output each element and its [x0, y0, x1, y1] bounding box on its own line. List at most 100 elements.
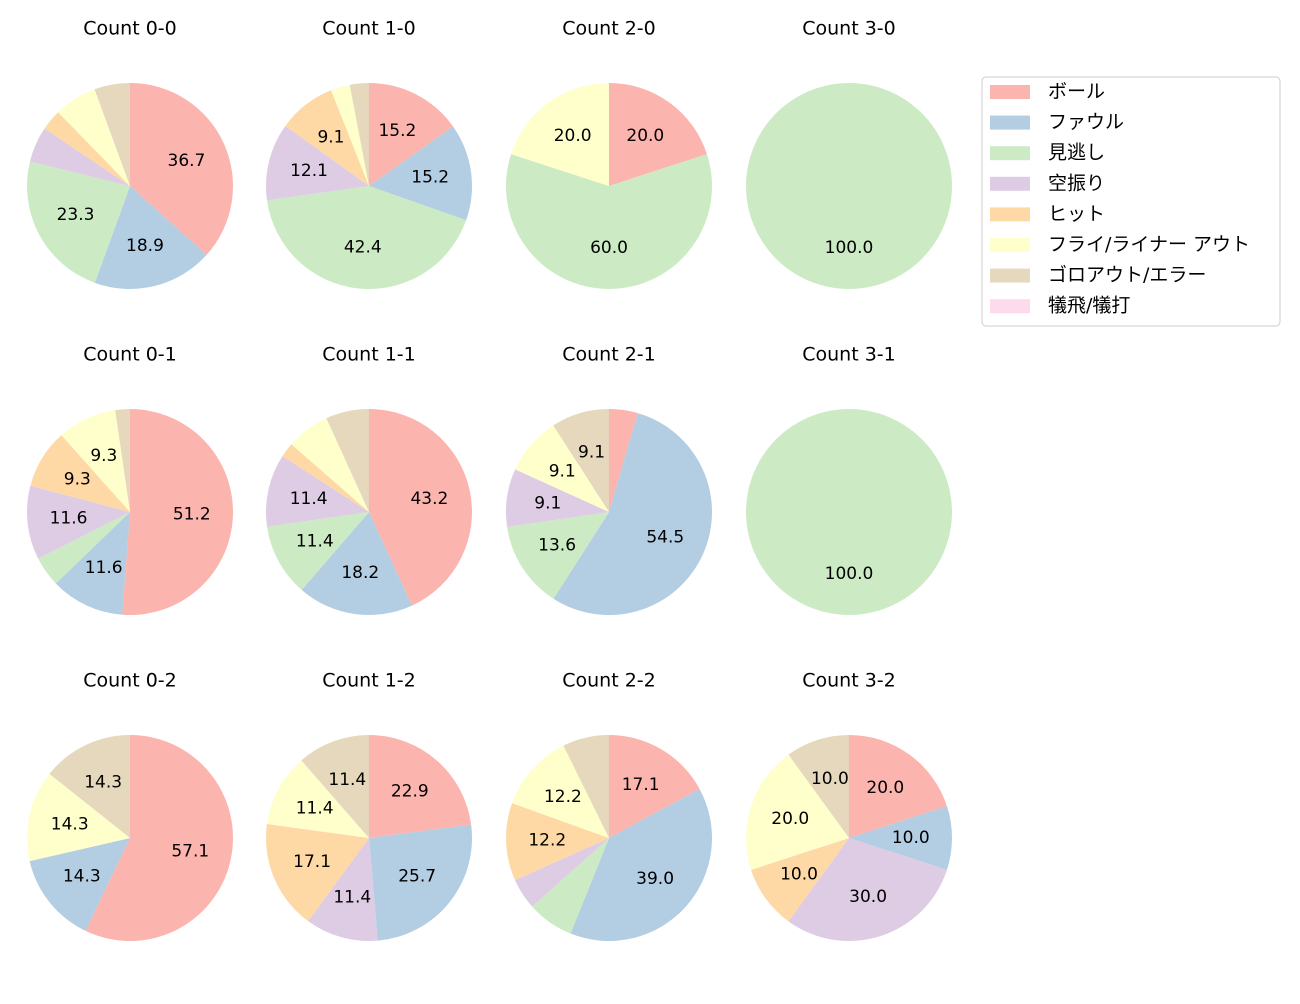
pie-slice — [308, 838, 378, 942]
pie-slice — [514, 838, 609, 907]
legend-swatch — [990, 85, 1030, 99]
pie-slice — [505, 469, 609, 528]
pie-slice — [369, 83, 454, 186]
pie-slice — [85, 735, 233, 942]
slice-label: 20.0 — [866, 778, 904, 798]
slice-label: 100.0 — [825, 564, 874, 584]
pie-title: Count 1-1 — [322, 344, 416, 366]
slice-label: 23.3 — [57, 205, 95, 225]
slice-label: 12.2 — [528, 830, 566, 850]
legend-label: 犠飛/犠打 — [1048, 295, 1130, 317]
slice-label: 9.3 — [90, 446, 117, 466]
pie-slice — [44, 112, 130, 186]
legend-box — [981, 76, 1281, 327]
pie-title: Count 1-0 — [322, 18, 416, 40]
pie-slice — [301, 735, 369, 838]
slice-label: 11.6 — [50, 509, 88, 529]
slice-label: 18.2 — [341, 563, 379, 583]
slice-label: 39.0 — [636, 869, 674, 889]
pie-title: Count 2-1 — [562, 344, 656, 366]
slice-label: 13.6 — [538, 536, 576, 556]
slice-label: 12.2 — [544, 787, 582, 807]
slice-label: 10.0 — [780, 864, 818, 884]
slice-label: 36.7 — [168, 151, 206, 171]
slice-label: 14.3 — [51, 814, 89, 834]
pie-slice — [532, 838, 609, 934]
slice-label: 11.4 — [296, 799, 334, 819]
pie-slice — [267, 512, 369, 590]
legend-label: ゴロアウト/エラー — [1048, 264, 1206, 286]
slice-label: 100.0 — [825, 238, 874, 258]
legend-label: 空振り — [1048, 172, 1105, 194]
slice-label: 20.0 — [771, 809, 809, 829]
pie-slice — [570, 788, 713, 942]
pie-slice — [266, 823, 369, 922]
pie-slice — [609, 409, 638, 512]
pie-slice — [511, 83, 609, 186]
pie-slice — [26, 773, 131, 862]
slice-label: 25.7 — [398, 867, 436, 887]
pie-slice — [266, 456, 369, 527]
slice-label: 11.4 — [333, 888, 371, 908]
pie-slice — [506, 154, 712, 290]
pie-slice — [29, 838, 130, 931]
legend-swatch — [990, 146, 1030, 161]
pie-slice — [58, 89, 130, 186]
legend-swatch — [990, 207, 1030, 222]
pie-slice — [61, 410, 131, 512]
legend-swatch — [990, 238, 1030, 252]
pie-slice — [369, 735, 472, 838]
slice-label: 10.0 — [811, 769, 849, 789]
pie-slice — [746, 83, 952, 289]
pie-slice — [26, 161, 130, 283]
pie-slice — [55, 512, 131, 615]
pie-slice — [849, 735, 947, 838]
pie-slice — [563, 735, 609, 838]
slice-label: 11.4 — [296, 532, 334, 552]
pie-slice — [369, 409, 472, 606]
pie-title: Count 2-0 — [562, 18, 656, 40]
pie-slice — [122, 409, 234, 615]
slice-label: 43.2 — [410, 489, 448, 509]
pie-title: Count 2-2 — [562, 670, 656, 692]
pie-slice — [266, 125, 369, 201]
pie-title: Count 3-2 — [802, 670, 896, 692]
pie-slice — [746, 754, 849, 870]
pie-title: Count 3-1 — [802, 344, 896, 366]
slice-label: 12.1 — [290, 161, 328, 181]
slice-label: 15.2 — [378, 121, 416, 141]
pie-slice — [609, 735, 700, 838]
slice-label: 42.4 — [344, 237, 382, 257]
pie-slice — [38, 512, 130, 584]
legend-label: 見逃し — [1048, 142, 1105, 164]
pie-title: Count 1-2 — [322, 670, 416, 692]
pie-slice — [94, 83, 130, 186]
pie-slice — [746, 409, 952, 615]
pie-title: Count 3-0 — [802, 18, 896, 40]
slice-label: 9.1 — [549, 462, 576, 482]
pie-slice — [788, 838, 947, 941]
pie-slice — [326, 409, 369, 512]
pie-slice — [282, 444, 369, 512]
pie-slice — [512, 745, 609, 838]
pie-slice — [29, 128, 130, 186]
pie-slice — [291, 418, 369, 512]
pie-slice — [369, 824, 472, 941]
slice-label: 51.2 — [173, 504, 211, 524]
pie-slice — [266, 186, 467, 289]
pie-slice — [266, 760, 369, 838]
pie-slice — [751, 838, 849, 922]
pie-slice — [94, 186, 207, 289]
slice-label: 57.1 — [171, 842, 209, 862]
pie-slice — [609, 83, 707, 186]
pie-slice — [369, 126, 472, 221]
pie-slice — [553, 409, 609, 512]
slice-label: 9.1 — [578, 443, 605, 463]
slice-label: 10.0 — [892, 828, 930, 848]
slice-label: 9.1 — [317, 127, 344, 147]
pie-slice — [285, 90, 369, 186]
pie-title: Count 0-1 — [83, 344, 177, 366]
pie-slice — [331, 84, 369, 186]
pie-slice — [115, 409, 130, 512]
